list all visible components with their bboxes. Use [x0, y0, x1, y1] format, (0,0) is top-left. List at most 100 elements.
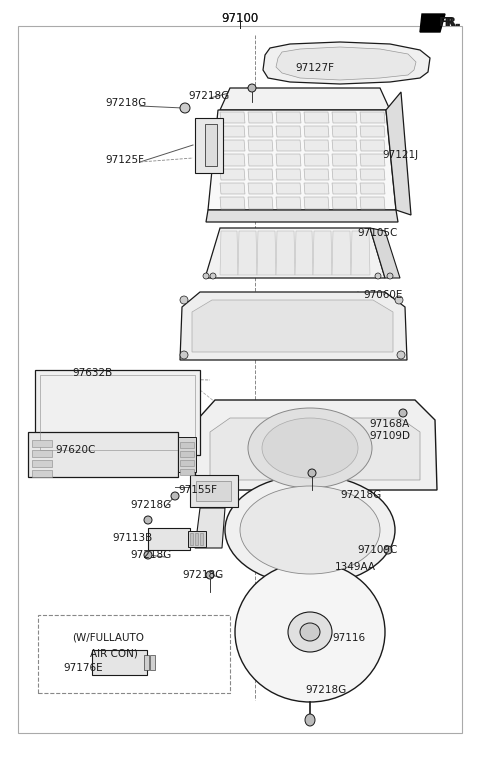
Bar: [180, 460, 194, 466]
Text: 1349AA: 1349AA: [335, 562, 376, 572]
Polygon shape: [248, 169, 273, 180]
Text: 97127F: 97127F: [295, 63, 334, 73]
Bar: [195, 118, 223, 173]
Ellipse shape: [248, 408, 372, 488]
Text: 97218G: 97218G: [182, 570, 223, 580]
Ellipse shape: [171, 492, 179, 500]
Text: 97218G: 97218G: [305, 685, 346, 695]
Text: (W/FULLAUTO: (W/FULLAUTO: [72, 633, 144, 643]
Ellipse shape: [387, 273, 393, 279]
Polygon shape: [386, 92, 411, 215]
Polygon shape: [304, 169, 329, 180]
Bar: [190, 475, 238, 507]
Polygon shape: [257, 231, 276, 275]
Text: 97176E: 97176E: [63, 663, 103, 673]
Text: AIR CON): AIR CON): [90, 648, 138, 658]
Text: 97100: 97100: [221, 11, 259, 24]
Polygon shape: [220, 154, 245, 166]
Bar: [205, 124, 217, 166]
Bar: [32, 460, 52, 467]
Ellipse shape: [180, 296, 188, 304]
Polygon shape: [248, 126, 273, 137]
Ellipse shape: [288, 612, 332, 652]
Polygon shape: [220, 169, 245, 180]
Polygon shape: [238, 231, 257, 275]
Text: 97121J: 97121J: [382, 150, 418, 160]
Polygon shape: [332, 140, 357, 151]
Text: 97218G: 97218G: [130, 550, 171, 560]
Polygon shape: [304, 112, 329, 123]
Text: FR.: FR.: [439, 15, 462, 29]
Text: FR.: FR.: [437, 15, 460, 29]
Polygon shape: [360, 112, 385, 123]
Polygon shape: [332, 126, 357, 137]
Bar: [35, 370, 200, 455]
Polygon shape: [220, 197, 245, 209]
Ellipse shape: [180, 351, 188, 359]
Polygon shape: [195, 508, 225, 548]
Text: 97632B: 97632B: [72, 368, 112, 378]
Polygon shape: [332, 197, 357, 209]
Bar: [32, 450, 52, 457]
Bar: [38, 615, 230, 693]
Polygon shape: [360, 197, 385, 209]
Ellipse shape: [375, 273, 381, 279]
Polygon shape: [332, 154, 357, 166]
Polygon shape: [313, 231, 332, 275]
Polygon shape: [276, 112, 301, 123]
Polygon shape: [332, 231, 351, 275]
Polygon shape: [370, 228, 400, 278]
Polygon shape: [332, 169, 357, 180]
Text: 97116: 97116: [332, 633, 365, 643]
Bar: [148, 528, 190, 550]
Text: 97125F: 97125F: [105, 155, 144, 165]
Ellipse shape: [308, 469, 316, 477]
Ellipse shape: [262, 418, 358, 478]
Polygon shape: [332, 183, 357, 194]
Ellipse shape: [395, 296, 403, 304]
Polygon shape: [208, 110, 396, 210]
Ellipse shape: [235, 562, 385, 702]
Text: 97218G: 97218G: [340, 490, 381, 500]
Polygon shape: [360, 126, 385, 137]
Polygon shape: [276, 183, 301, 194]
Polygon shape: [276, 47, 416, 80]
Ellipse shape: [144, 516, 152, 524]
Bar: [200, 533, 203, 545]
Bar: [180, 442, 194, 448]
Text: 97060E: 97060E: [363, 290, 402, 300]
Ellipse shape: [384, 546, 392, 554]
Polygon shape: [276, 140, 301, 151]
Polygon shape: [360, 154, 385, 166]
Text: 97218G: 97218G: [130, 500, 171, 510]
Polygon shape: [332, 112, 357, 123]
Polygon shape: [206, 210, 398, 222]
Polygon shape: [220, 183, 245, 194]
Polygon shape: [276, 231, 295, 275]
Ellipse shape: [225, 475, 395, 585]
Polygon shape: [220, 140, 245, 151]
Text: 97100: 97100: [221, 11, 259, 24]
Text: 97105C: 97105C: [357, 228, 397, 238]
Polygon shape: [210, 418, 420, 480]
Text: 97155F: 97155F: [178, 485, 217, 495]
Bar: [180, 451, 194, 457]
Bar: [32, 470, 52, 477]
Polygon shape: [192, 300, 393, 352]
Ellipse shape: [210, 273, 216, 279]
Ellipse shape: [397, 351, 405, 359]
Ellipse shape: [180, 103, 190, 113]
Polygon shape: [220, 112, 245, 123]
Polygon shape: [351, 231, 370, 275]
Bar: [28, 432, 178, 477]
Polygon shape: [360, 140, 385, 151]
Polygon shape: [420, 14, 445, 32]
Bar: [180, 469, 194, 475]
Text: 97113B: 97113B: [112, 533, 152, 543]
Polygon shape: [276, 126, 301, 137]
Polygon shape: [248, 197, 273, 209]
Bar: [92, 650, 147, 675]
Ellipse shape: [399, 409, 407, 417]
Text: 97218G: 97218G: [188, 91, 229, 101]
Polygon shape: [360, 183, 385, 194]
